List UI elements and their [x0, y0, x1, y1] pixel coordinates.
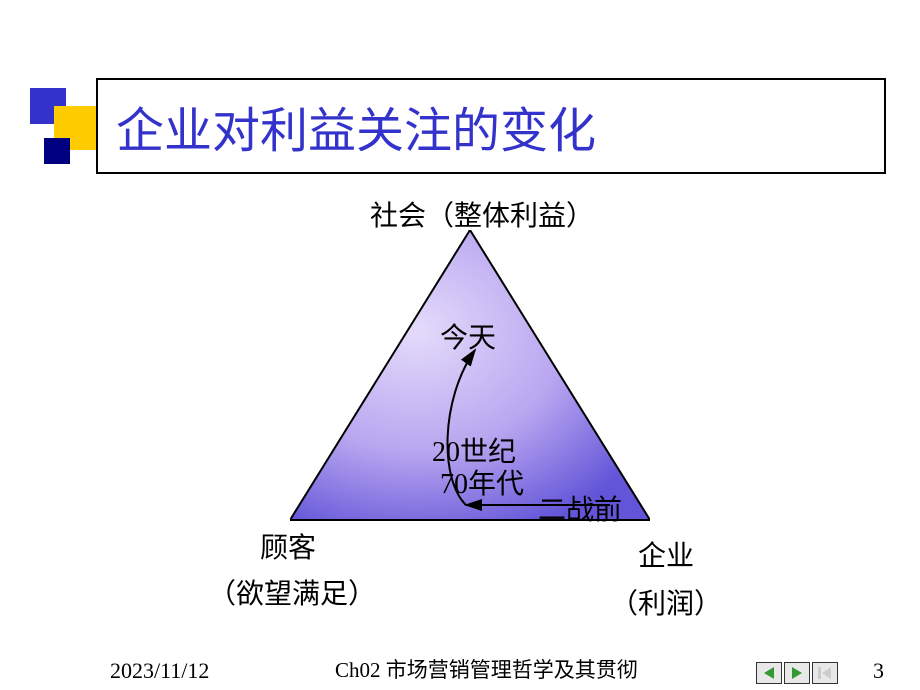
nav-buttons — [756, 662, 838, 684]
slide-title-box: 企业对利益关注的变化 — [96, 78, 886, 174]
nav-prev-button[interactable] — [756, 662, 782, 684]
triangle-diagram: 社会（整体利益） 今天 20世纪 70年代 二战前 顾客 （欲望满足） 企业 （… — [0, 190, 920, 620]
footer-date: 2023/11/12 — [110, 658, 209, 684]
inner-label-prewar: 二战前 — [538, 488, 622, 528]
decor-square-3 — [44, 138, 70, 164]
nav-first-button[interactable] — [812, 662, 838, 684]
footer-page: 3 — [873, 658, 884, 684]
vertex-top-label: 社会（整体利益） — [370, 194, 594, 234]
vertex-left-label: 顾客 — [260, 526, 316, 566]
triangle-left-icon — [762, 666, 776, 680]
vertex-right-label: 企业 — [638, 534, 694, 574]
skip-first-icon — [817, 666, 833, 680]
vertex-left-sub: （欲望满足） — [208, 572, 376, 612]
inner-label-today: 今天 — [440, 316, 496, 356]
triangle-right-icon — [790, 666, 804, 680]
footer-chapter: Ch02 市场营销管理哲学及其贯彻 — [335, 654, 638, 684]
slide-footer: 2023/11/12 Ch02 市场营销管理哲学及其贯彻 3 — [0, 654, 920, 684]
slide-title: 企业对利益关注的变化 — [116, 91, 596, 161]
inner-label-70s-l2: 70年代 — [440, 462, 524, 502]
nav-next-button[interactable] — [784, 662, 810, 684]
vertex-right-sub: （利润） — [610, 582, 722, 622]
